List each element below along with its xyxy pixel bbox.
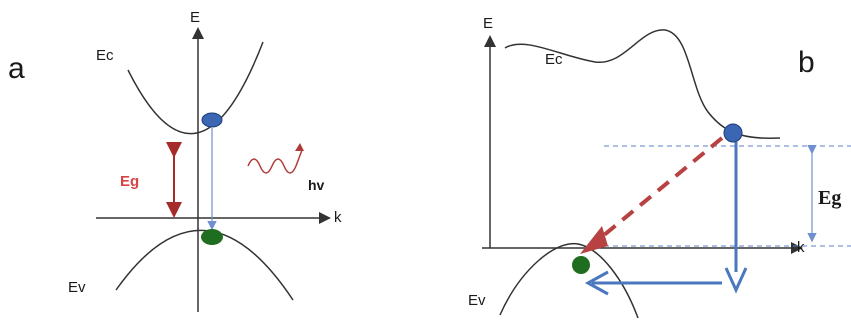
panel-a-conduction-band <box>127 41 264 135</box>
panel-b-letter: b <box>798 46 815 79</box>
panel-b-conduction-band <box>504 29 781 139</box>
panel-b-ec-label: Ec <box>545 51 563 68</box>
panel-b-phonon-arrowhead <box>584 270 609 296</box>
panel-a-k-label: k <box>334 209 342 226</box>
panel-a-electron <box>201 112 223 128</box>
panel-a-photon-arrowhead <box>295 143 304 151</box>
panel-b-indirect-transition-arrow <box>596 136 724 242</box>
panel-b-hole <box>572 256 590 274</box>
panel-b-vertical-arrowhead <box>724 267 748 294</box>
panel-a-ec-label: Ec <box>96 47 114 64</box>
panel-a-hv-label: hv <box>308 177 325 193</box>
panel-b-e-label: E <box>483 15 493 32</box>
panel-b-indirect-arrowhead <box>580 226 608 254</box>
panel-a-ev-label: Ev <box>68 279 86 296</box>
panel-b-eg-label: Eg <box>818 187 841 209</box>
panel-a-hole <box>201 229 223 245</box>
panel-b-electron <box>723 123 743 143</box>
panel-a-e-label: E <box>190 9 200 26</box>
panel-b-valence-band <box>499 242 639 319</box>
panel-a-photon-icon <box>247 149 303 174</box>
panel-a-eg-label: Eg <box>120 173 139 190</box>
panel-a-letter: a <box>8 52 25 85</box>
panel-a-valence-band <box>115 229 294 301</box>
panel-b-ev-label: Ev <box>468 292 486 309</box>
panel-b-k-label: k <box>797 239 805 256</box>
